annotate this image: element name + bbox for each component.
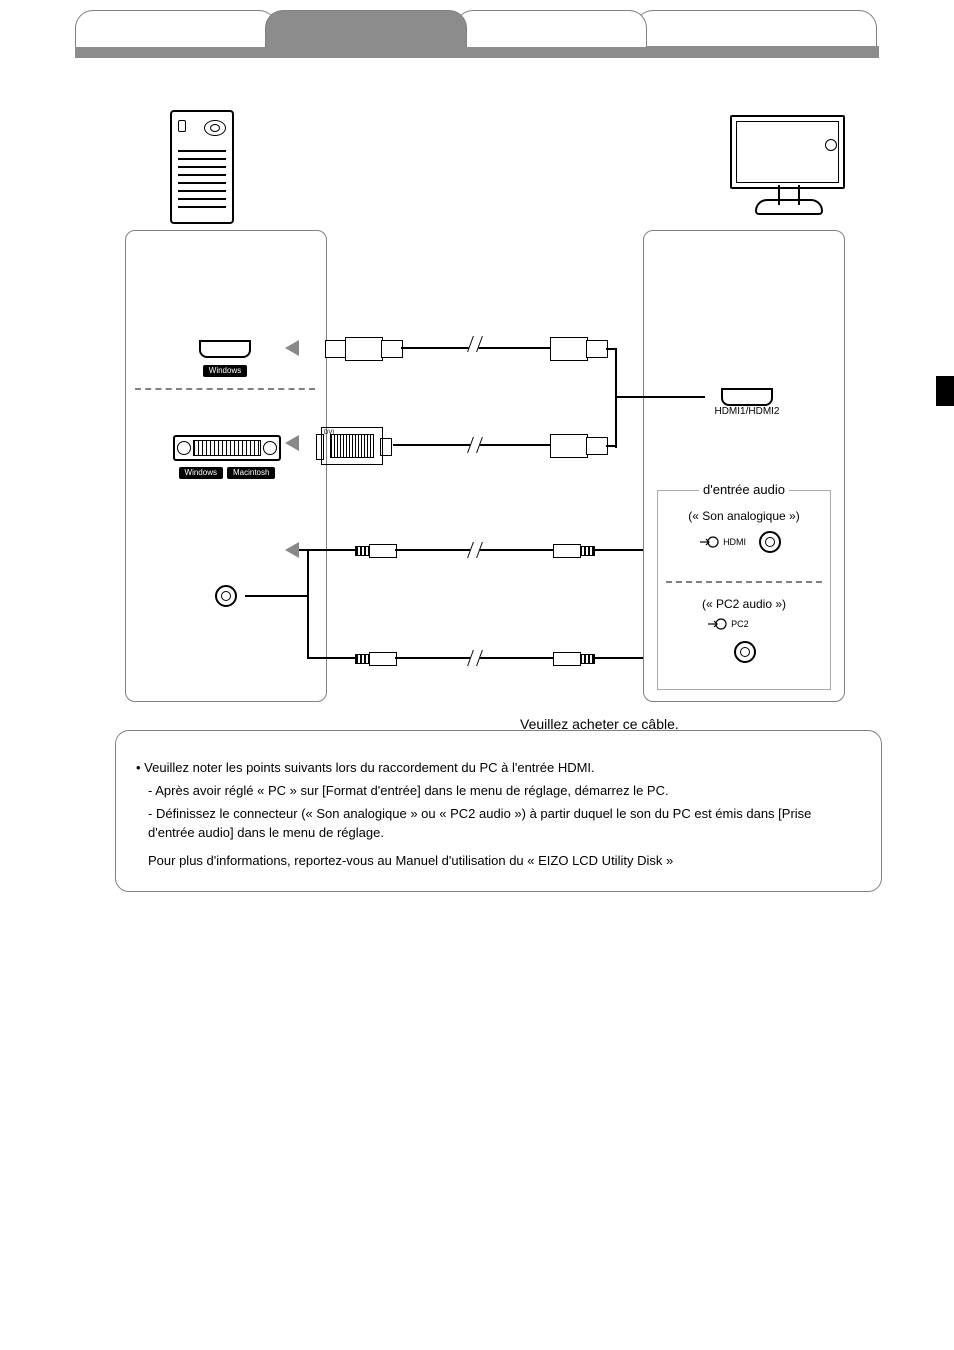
tab-bar — [75, 10, 879, 50]
audio-left-h3 — [307, 657, 355, 659]
cable-hdmi-hdmi — [125, 340, 845, 370]
note-dash-2: - Définissez le connecteur (« Son analog… — [148, 805, 861, 843]
cable-join-h1 — [606, 348, 616, 350]
note-bullet: • Veuillez noter les points suivants lor… — [136, 759, 861, 778]
analog-label: (« Son analogique ») — [658, 509, 830, 523]
audio-left-h2 — [245, 595, 307, 597]
tab-underline — [75, 46, 879, 58]
audio-group-legend: d'entrée audio — [699, 482, 789, 497]
page-edge-tab — [936, 376, 954, 406]
monitor-hdmi-port-icon — [721, 388, 773, 406]
monitor-icon — [730, 115, 845, 215]
hdmi-port-label: HDMI1/HDMI2 — [699, 406, 795, 417]
pc2-audio-in-icon: PC2 — [708, 617, 749, 631]
tab-2-active — [265, 10, 467, 47]
cable-join-h2 — [606, 445, 616, 447]
note-footer: Pour plus d'informations, reportez-vous … — [148, 852, 861, 871]
pc2-audio-label: (« PC2 audio ») — [658, 597, 830, 611]
pc-tower-icon — [170, 110, 234, 224]
note-dash-1: - Après avoir réglé « PC » sur [Format d… — [148, 782, 861, 801]
tab-1 — [75, 10, 277, 47]
pc-divider — [135, 388, 315, 390]
audio-left-v — [307, 549, 309, 657]
tab-4 — [635, 10, 877, 47]
note-box: • Veuillez noter les points suivants lor… — [115, 730, 882, 892]
connection-diagram: Windows WindowsMacintosh HDMI1/HDMI2 d'e… — [125, 100, 845, 700]
cable-audio-analog — [125, 544, 845, 564]
cable-dvi-hdmi: DVI — [125, 435, 845, 465]
cable-join-vline — [615, 348, 617, 448]
audio-divider — [666, 581, 822, 583]
tab-3 — [455, 10, 647, 47]
cable-join-to-port — [615, 396, 705, 398]
cable-audio-pc2 — [125, 652, 845, 672]
pc-audio-jack-icon — [215, 585, 237, 607]
